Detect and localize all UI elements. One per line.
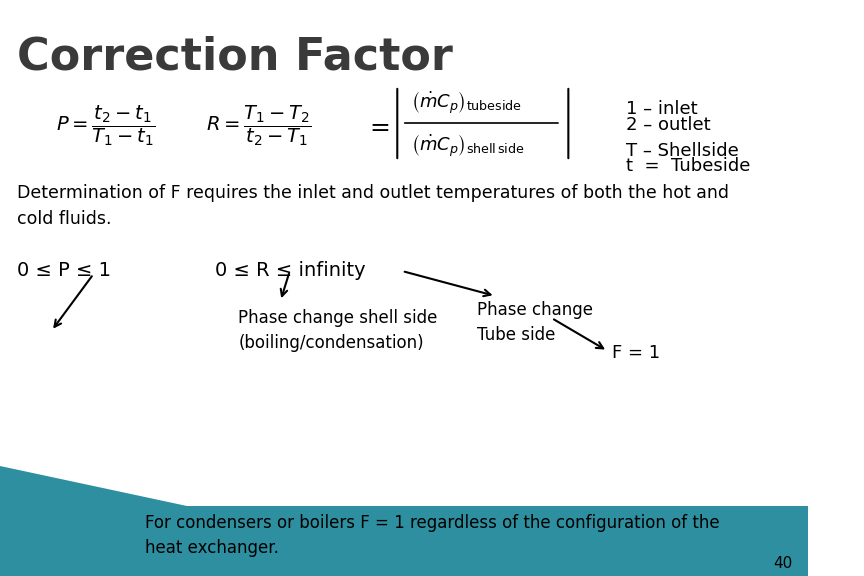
Text: 0 ≤ P ≤ 1: 0 ≤ P ≤ 1 [16,261,111,280]
Text: 1 – inlet: 1 – inlet [626,100,698,118]
Text: 40: 40 [773,556,792,571]
Text: T – Shellside: T – Shellside [626,142,739,160]
Text: For condensers or boilers F = 1 regardless of the configuration of the
heat exch: For condensers or boilers F = 1 regardle… [145,514,720,557]
FancyBboxPatch shape [0,506,808,576]
Text: F = 1: F = 1 [613,344,660,362]
Text: $P = \dfrac{t_2 - t_1}{T_1 - t_1}$: $P = \dfrac{t_2 - t_1}{T_1 - t_1}$ [56,104,156,149]
Text: 0 ≤ R ≤ infinity: 0 ≤ R ≤ infinity [215,261,365,280]
Text: $\left(\dot{m}C_p\right)_{\mathrm{tubeside}}$: $\left(\dot{m}C_p\right)_{\mathrm{tubesi… [411,90,522,116]
Text: Phase change shell side
(boiling/condensation): Phase change shell side (boiling/condens… [238,309,438,352]
Text: $\left(\dot{m}C_p\right)_{\mathrm{shell\,side}}$: $\left(\dot{m}C_p\right)_{\mathrm{shell\… [411,132,525,159]
Polygon shape [0,466,187,506]
Text: Phase change
Tube side: Phase change Tube side [477,301,593,344]
Text: Determination of F requires the inlet and outlet temperatures of both the hot an: Determination of F requires the inlet an… [16,184,729,229]
Text: $=$: $=$ [365,114,390,138]
Text: t  =  Tubeside: t = Tubeside [626,157,751,175]
Text: Correction Factor: Correction Factor [16,36,453,79]
Text: $R = \dfrac{T_1 - T_2}{t_2 - T_1}$: $R = \dfrac{T_1 - T_2}{t_2 - T_1}$ [206,104,311,149]
Text: 2 – outlet: 2 – outlet [626,116,711,134]
